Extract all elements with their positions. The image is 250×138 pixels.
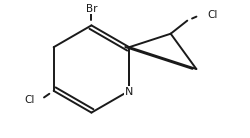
Text: N: N (125, 87, 134, 97)
Text: Cl: Cl (24, 95, 34, 105)
Text: Br: Br (86, 4, 97, 14)
Text: Cl: Cl (207, 10, 218, 19)
